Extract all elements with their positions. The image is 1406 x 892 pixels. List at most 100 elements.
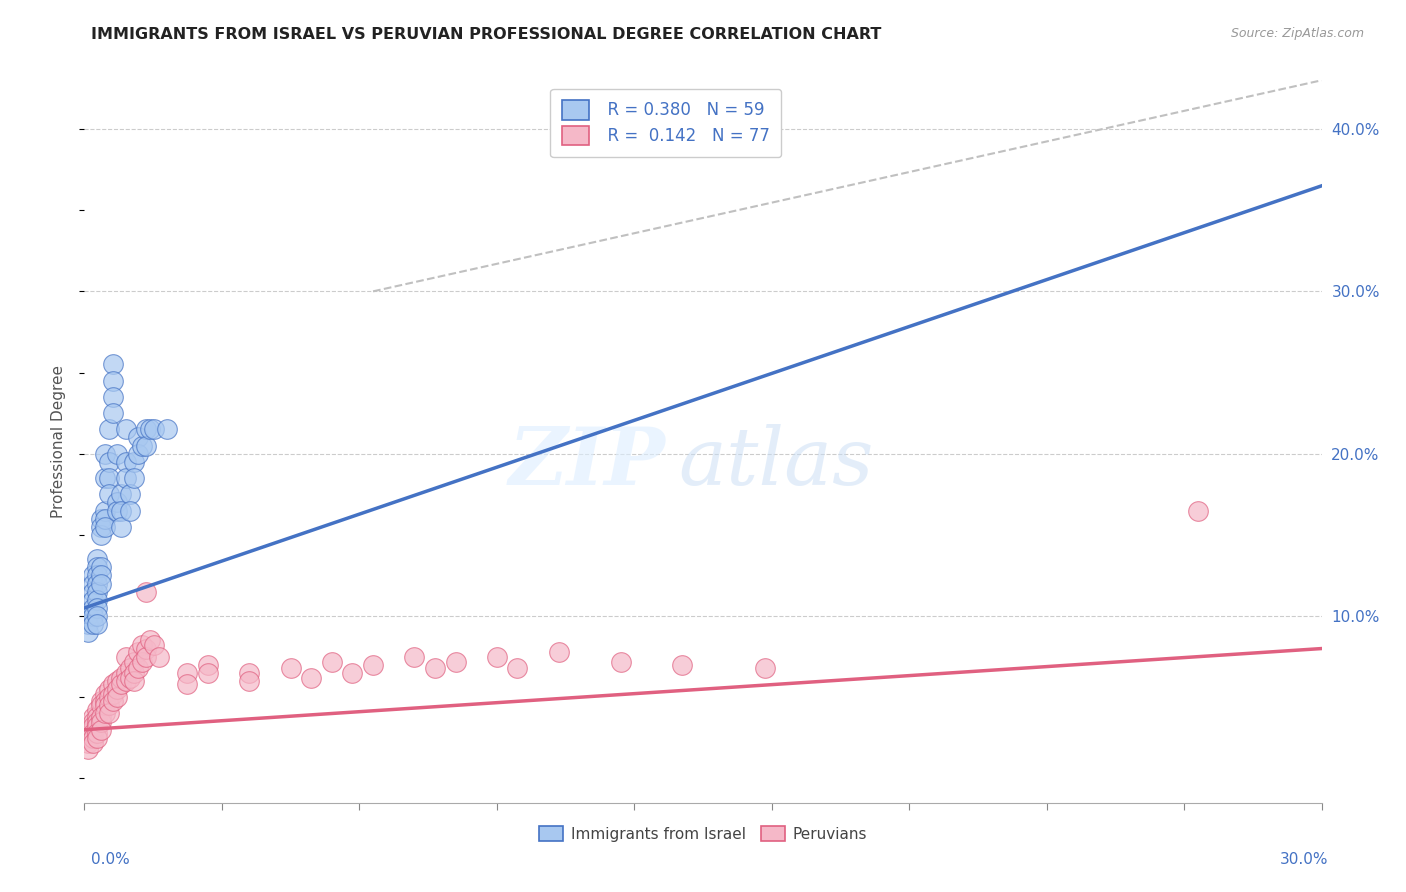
- Point: [86, 576, 108, 591]
- Point: [77, 723, 100, 737]
- Point: [105, 682, 128, 697]
- Point: [110, 671, 132, 685]
- Point: [86, 726, 108, 740]
- Point: [361, 657, 384, 672]
- Point: [143, 422, 166, 436]
- Point: [82, 736, 104, 750]
- Point: [1187, 503, 1209, 517]
- Point: [94, 706, 117, 721]
- Point: [444, 655, 467, 669]
- Point: [143, 638, 166, 652]
- Point: [135, 641, 157, 656]
- Point: [86, 710, 108, 724]
- Point: [122, 655, 145, 669]
- Point: [77, 726, 100, 740]
- Point: [94, 520, 117, 534]
- Point: [127, 661, 149, 675]
- Point: [82, 568, 104, 582]
- Point: [103, 693, 125, 707]
- Point: [148, 649, 170, 664]
- Point: [127, 447, 149, 461]
- Point: [156, 422, 179, 436]
- Point: [98, 422, 121, 436]
- Point: [86, 592, 108, 607]
- Point: [114, 471, 136, 485]
- Point: [82, 714, 104, 729]
- Point: [90, 693, 112, 707]
- Point: [131, 655, 153, 669]
- Point: [82, 719, 104, 733]
- Point: [135, 649, 157, 664]
- Point: [135, 422, 157, 436]
- Point: [103, 687, 125, 701]
- Point: [135, 584, 157, 599]
- Point: [94, 471, 117, 485]
- Point: [86, 552, 108, 566]
- Point: [118, 661, 141, 675]
- Point: [94, 503, 117, 517]
- Point: [176, 677, 198, 691]
- Point: [485, 649, 508, 664]
- Point: [98, 471, 121, 485]
- Point: [135, 439, 157, 453]
- Point: [103, 374, 125, 388]
- Point: [77, 617, 100, 632]
- Point: [197, 665, 219, 680]
- Legend: Immigrants from Israel, Peruvians: Immigrants from Israel, Peruvians: [531, 818, 875, 849]
- Point: [86, 617, 108, 632]
- Point: [86, 719, 108, 733]
- Point: [82, 617, 104, 632]
- Text: 30.0%: 30.0%: [1281, 852, 1329, 867]
- Point: [127, 645, 149, 659]
- Point: [94, 693, 117, 707]
- Point: [98, 706, 121, 721]
- Text: ZIP: ZIP: [509, 425, 666, 502]
- Point: [131, 439, 153, 453]
- Point: [114, 673, 136, 688]
- Point: [90, 714, 112, 729]
- Point: [609, 655, 631, 669]
- Point: [197, 657, 219, 672]
- Point: [506, 661, 529, 675]
- Text: 0.0%: 0.0%: [91, 852, 131, 867]
- Point: [110, 520, 132, 534]
- Point: [122, 665, 145, 680]
- Point: [671, 657, 693, 672]
- Point: [94, 447, 117, 461]
- Point: [86, 731, 108, 745]
- Point: [90, 710, 112, 724]
- Point: [139, 422, 162, 436]
- Point: [90, 511, 112, 525]
- Point: [299, 671, 322, 685]
- Point: [82, 601, 104, 615]
- Point: [86, 609, 108, 624]
- Point: [114, 455, 136, 469]
- Point: [754, 661, 776, 675]
- Point: [110, 677, 132, 691]
- Point: [118, 487, 141, 501]
- Point: [103, 390, 125, 404]
- Point: [98, 487, 121, 501]
- Point: [342, 665, 364, 680]
- Point: [114, 422, 136, 436]
- Point: [103, 406, 125, 420]
- Point: [86, 714, 108, 729]
- Point: [98, 455, 121, 469]
- Point: [90, 560, 112, 574]
- Y-axis label: Professional Degree: Professional Degree: [51, 365, 66, 518]
- Point: [114, 649, 136, 664]
- Point: [94, 698, 117, 713]
- Point: [103, 358, 125, 372]
- Point: [423, 661, 446, 675]
- Point: [82, 609, 104, 624]
- Point: [82, 726, 104, 740]
- Point: [77, 609, 100, 624]
- Point: [77, 736, 100, 750]
- Point: [114, 665, 136, 680]
- Point: [90, 520, 112, 534]
- Point: [110, 487, 132, 501]
- Point: [82, 576, 104, 591]
- Point: [131, 638, 153, 652]
- Point: [176, 665, 198, 680]
- Point: [110, 503, 132, 517]
